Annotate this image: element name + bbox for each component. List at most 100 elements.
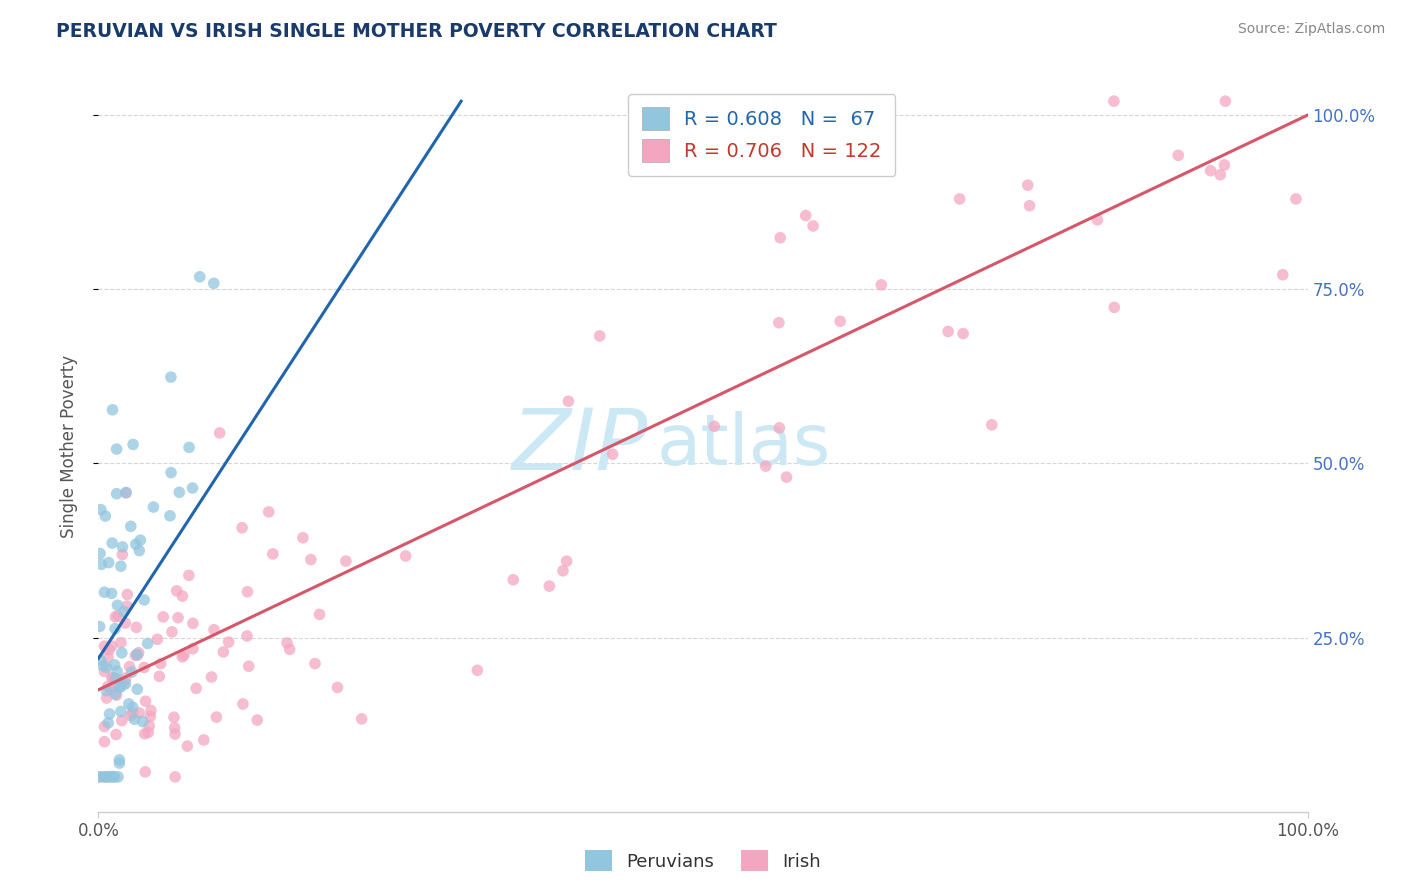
Point xyxy=(114,615,136,630)
Point xyxy=(100,681,122,696)
Point xyxy=(89,770,111,784)
Point xyxy=(134,764,156,779)
Point xyxy=(1213,158,1236,172)
Point xyxy=(107,599,129,613)
Point xyxy=(775,470,797,484)
Point xyxy=(1018,199,1040,213)
Point xyxy=(308,607,330,622)
Point xyxy=(93,770,115,784)
Point xyxy=(101,671,124,685)
Point xyxy=(125,620,148,634)
Point xyxy=(236,584,259,599)
Point xyxy=(96,691,118,706)
Point xyxy=(101,536,124,550)
Point xyxy=(101,402,124,417)
Point xyxy=(1102,94,1125,108)
Point xyxy=(163,721,186,735)
Point xyxy=(112,677,135,691)
Point xyxy=(236,629,259,643)
Point xyxy=(98,643,121,657)
Point xyxy=(1167,148,1189,162)
Point xyxy=(124,648,146,663)
Point xyxy=(115,599,138,614)
Point xyxy=(1017,178,1039,193)
Point xyxy=(125,537,148,551)
Point xyxy=(165,727,187,741)
Point xyxy=(181,641,204,656)
Point xyxy=(129,533,152,548)
Point xyxy=(93,665,115,679)
Point xyxy=(120,708,142,723)
Point xyxy=(163,710,186,724)
Point xyxy=(202,277,225,291)
Point xyxy=(104,672,127,686)
Point xyxy=(768,421,790,435)
Point xyxy=(538,579,561,593)
Point xyxy=(104,687,127,701)
Point xyxy=(186,681,208,696)
Point xyxy=(97,650,120,665)
Point xyxy=(952,326,974,341)
Point xyxy=(93,734,115,748)
Point xyxy=(108,753,131,767)
Point xyxy=(105,442,128,456)
Point xyxy=(108,681,131,695)
Point xyxy=(177,568,200,582)
Point xyxy=(105,727,128,741)
Point xyxy=(110,680,132,694)
Point xyxy=(176,739,198,753)
Point xyxy=(94,770,117,784)
Point xyxy=(557,394,579,409)
Point xyxy=(208,425,231,440)
Point xyxy=(148,669,170,683)
Point xyxy=(111,714,134,728)
Point xyxy=(138,719,160,733)
Point xyxy=(98,706,121,721)
Point xyxy=(181,616,204,631)
Point xyxy=(93,639,115,653)
Point xyxy=(124,712,146,726)
Point xyxy=(96,660,118,674)
Point xyxy=(172,589,194,603)
Point xyxy=(173,648,195,662)
Point xyxy=(218,635,240,649)
Point xyxy=(128,706,150,720)
Point xyxy=(160,466,183,480)
Point xyxy=(232,697,254,711)
Point xyxy=(768,316,790,330)
Point xyxy=(589,329,612,343)
Point xyxy=(703,419,725,434)
Point xyxy=(107,770,129,784)
Point xyxy=(335,554,357,568)
Point xyxy=(149,657,172,671)
Point xyxy=(936,325,959,339)
Point xyxy=(830,314,852,328)
Point xyxy=(212,645,235,659)
Point xyxy=(103,671,125,685)
Text: ZIP: ZIP xyxy=(512,404,648,488)
Point xyxy=(100,586,122,600)
Point xyxy=(127,648,149,662)
Point xyxy=(111,673,134,688)
Point xyxy=(90,558,112,572)
Point xyxy=(128,646,150,660)
Point xyxy=(467,663,489,677)
Y-axis label: Single Mother Poverty: Single Mother Poverty xyxy=(59,354,77,538)
Point xyxy=(93,585,115,599)
Point xyxy=(160,370,183,384)
Point xyxy=(111,646,134,660)
Point xyxy=(188,269,211,284)
Point xyxy=(142,500,165,514)
Point xyxy=(257,505,280,519)
Point xyxy=(98,770,121,784)
Point xyxy=(278,642,301,657)
Point xyxy=(90,653,112,667)
Point xyxy=(114,677,136,691)
Point xyxy=(181,481,204,495)
Point xyxy=(238,659,260,673)
Point xyxy=(118,659,141,673)
Point xyxy=(1104,301,1126,315)
Point xyxy=(93,770,115,784)
Point xyxy=(128,543,150,558)
Text: Source: ZipAtlas.com: Source: ZipAtlas.com xyxy=(1237,22,1385,37)
